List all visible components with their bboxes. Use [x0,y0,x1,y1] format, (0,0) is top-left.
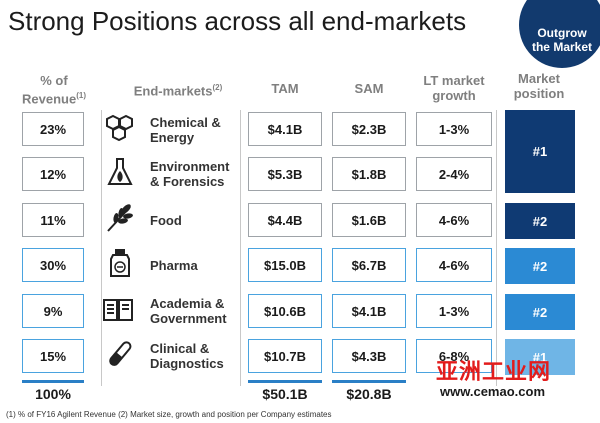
market-label: Food [150,213,182,228]
total-sam: $20.8B [346,386,392,402]
header-growth-line1: LT market [423,73,485,88]
growth-cell: 1-3% [416,294,492,328]
market-line1: Academia & [150,296,225,311]
position-label: #1 [532,144,548,159]
watermark-text: 亚洲工业网 [436,359,552,384]
market-line2: Diagnostics [150,356,224,371]
total-tam: $50.1B [262,386,308,402]
position-block: #2 [505,248,575,284]
total-divider [22,380,84,383]
position-label: #2 [532,304,548,320]
total-revenue: 100% [35,386,71,402]
revenue-cell: 15% [22,339,84,373]
market-line1: Pharma [150,258,198,273]
watermark-url: www.cemao.com [440,384,545,399]
book-icon [103,299,133,321]
revenue-cell: 9% [22,294,84,328]
sam-cell: $2.3B [332,112,406,146]
header-tam: TAM [271,81,299,96]
growth-cell: 1-3% [416,112,492,146]
revenue-cell: 23% [22,112,84,146]
tam-cell: $5.3B [248,157,322,191]
pill-bottle-icon [110,249,130,277]
growth-cell: 2-4% [416,157,492,191]
total-divider [248,380,322,383]
growth-cell: 4-6% [416,203,492,237]
position-label: #1 [532,349,548,365]
growth-cell: 4-6% [416,248,492,282]
header-markets-label: End-markets [133,83,213,99]
column-divider [496,110,497,386]
tam-cell: $15.0B [248,248,322,282]
total-divider [332,380,406,383]
tam-cell: $10.7B [248,339,322,373]
header-position-line1: Market [518,71,560,86]
molecule-icon [106,114,133,142]
page-title: Strong Positions across all end-markets [8,6,467,36]
position-block: #1 [505,110,575,193]
sam-cell: $4.3B [332,339,406,373]
market-line1: Environment [150,159,230,174]
tam-cell: $10.6B [248,294,322,328]
column-divider [240,110,241,386]
market-line2: & Forensics [150,174,225,189]
market-line1: Food [150,213,182,228]
header-revenue-line2: Revenue [22,91,77,107]
header-position-line2: position [513,86,565,101]
position-label: #2 [532,213,548,229]
header-position: Market position [500,71,578,101]
market-label: Academia & Government [150,296,227,326]
column-divider [101,110,102,386]
header-revenue-line1: % of [40,73,68,88]
market-label: Clinical & Diagnostics [150,341,224,371]
sam-cell: $1.8B [332,157,406,191]
badge-line1: Outgrow [537,26,587,40]
header-sam: SAM [354,81,384,96]
flask-icon [107,158,133,185]
sam-cell: $6.7B [332,248,406,282]
market-label: Environment & Forensics [150,159,229,189]
market-line1: Clinical & [150,341,210,356]
sam-cell: $4.1B [332,294,406,328]
badge-line2: the Market [531,40,593,54]
tam-cell: $4.4B [248,203,322,237]
revenue-cell: 11% [22,203,84,237]
market-label: Chemical & Energy [150,115,221,145]
sam-cell: $1.6B [332,203,406,237]
position-block: #1 [505,339,575,375]
outgrow-badge: Outgrow the Market [519,0,600,68]
footnote: (1) % of FY16 Agilent Revenue (2) Market… [6,410,332,419]
header-revenue: % of Revenue(1) [14,73,94,106]
test-tube-icon [109,341,132,366]
position-block: #2 [505,203,575,239]
revenue-cell: 12% [22,157,84,191]
market-line2: Energy [150,130,195,145]
header-growth: LT market growth [412,73,496,103]
market-label: Pharma [150,258,198,273]
header-growth-line2: growth [432,88,476,103]
revenue-cell: 30% [22,248,84,282]
growth-cell: 6-8% [416,339,492,373]
market-line2: Government [150,311,227,326]
header-markets-note: (2) [212,83,223,92]
header-end-markets: End-markets(2) [118,80,238,98]
position-label: #2 [532,258,548,274]
market-line1: Chemical & [150,115,221,130]
tam-cell: $4.1B [248,112,322,146]
wheat-icon [107,204,133,232]
header-revenue-note: (1) [76,91,86,100]
position-block: #2 [505,294,575,330]
